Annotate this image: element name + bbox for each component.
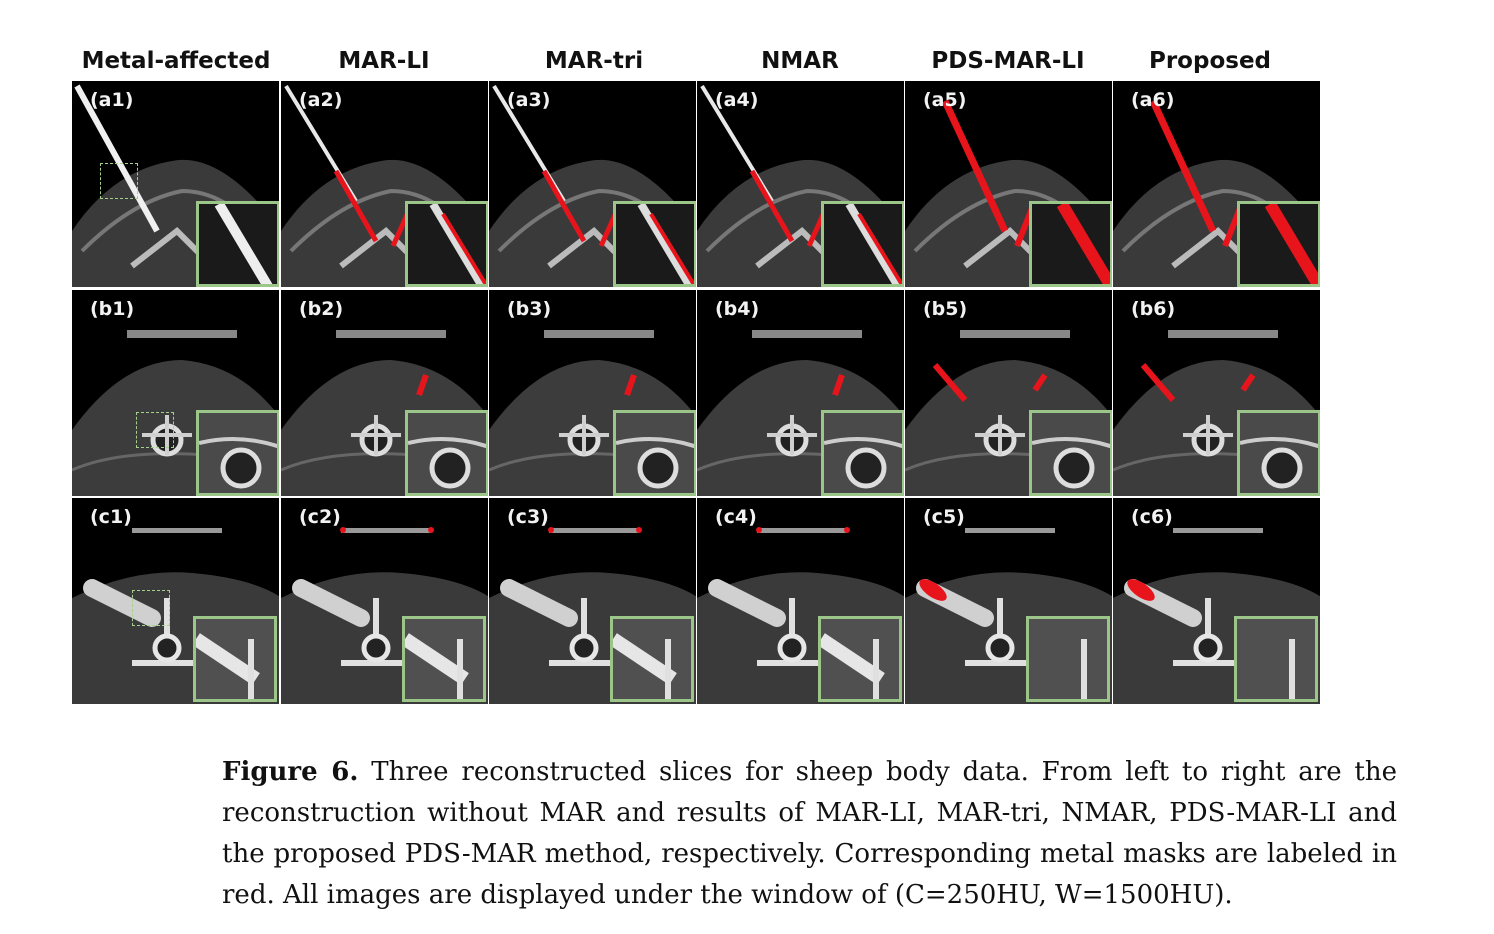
zoom-inset [1237,410,1320,496]
zoom-inset [1029,201,1112,287]
ct-panel-b4: (b4) [697,290,904,496]
ct-panel-c4: (c4) [697,498,904,704]
ct-panel-a6: (a6) [1113,81,1320,287]
ct-panel-a5: (a5) [905,81,1112,287]
panel-label: (b5) [923,298,968,320]
roi-dashed-box [100,163,138,199]
panel-label: (a2) [299,89,343,111]
column-header-metal-affected: Metal-affected [81,48,271,74]
panel-label: (a1) [90,89,134,111]
zoom-inset [610,616,694,702]
panel-label: (b1) [90,298,135,320]
zoom-inset [821,201,904,287]
column-header-nmar: NMAR [761,48,839,74]
zoom-inset [405,410,488,496]
column-header-mar-li: MAR-LI [338,48,430,74]
panel-label: (c4) [715,506,757,528]
column-header-pds-mar-li: PDS-MAR-LI [931,48,1085,74]
zoom-inset [1237,201,1320,287]
ct-panel-b3: (b3) [489,290,696,496]
panel-label: (c3) [507,506,549,528]
panel-label: (a3) [507,89,551,111]
panel-label: (b2) [299,298,344,320]
ct-panel-c6: (c6) [1113,498,1320,704]
ct-panel-c1: (c1) [72,498,279,704]
column-header-mar-tri: MAR-tri [544,48,644,74]
ct-panel-a4: (a4) [697,81,904,287]
ct-panel-b2: (b2) [281,290,488,496]
zoom-inset [1029,410,1112,496]
zoom-inset [1234,616,1318,702]
ct-panel-a2: (a2) [281,81,488,287]
roi-dashed-box [132,590,170,626]
column-header-proposed: Proposed [1148,48,1272,74]
ct-panel-c2: (c2) [281,498,488,704]
zoom-inset [613,201,696,287]
ct-panel-a1: (a1) [72,81,279,287]
panel-label: (c1) [90,506,132,528]
zoom-inset [821,410,904,496]
zoom-inset [818,616,902,702]
panel-label: (a6) [1131,89,1175,111]
ct-panel-a3: (a3) [489,81,696,287]
caption-label: Figure 6. [222,757,359,787]
panel-label: (a4) [715,89,759,111]
caption-text: Three reconstructed slices for sheep bod… [222,757,1398,910]
zoom-inset [193,616,277,702]
zoom-inset [402,616,486,702]
figure-caption: Figure 6. Three reconstructed slices for… [222,752,1397,916]
ct-panel-c3: (c3) [489,498,696,704]
ct-panel-b5: (b5) [905,290,1112,496]
roi-dashed-box [136,412,174,448]
ct-panel-b1: (b1) [72,290,279,496]
zoom-inset [196,410,279,496]
ct-panel-c5: (c5) [905,498,1112,704]
panel-label: (c6) [1131,506,1173,528]
panel-label: (b3) [507,298,552,320]
panel-label: (c5) [923,506,965,528]
panel-label: (a5) [923,89,967,111]
zoom-inset [405,201,488,287]
zoom-inset [613,410,696,496]
zoom-inset [196,201,279,287]
zoom-inset [1026,616,1110,702]
ct-panel-b6: (b6) [1113,290,1320,496]
panel-label: (b6) [1131,298,1176,320]
panel-label: (c2) [299,506,341,528]
panel-label: (b4) [715,298,760,320]
